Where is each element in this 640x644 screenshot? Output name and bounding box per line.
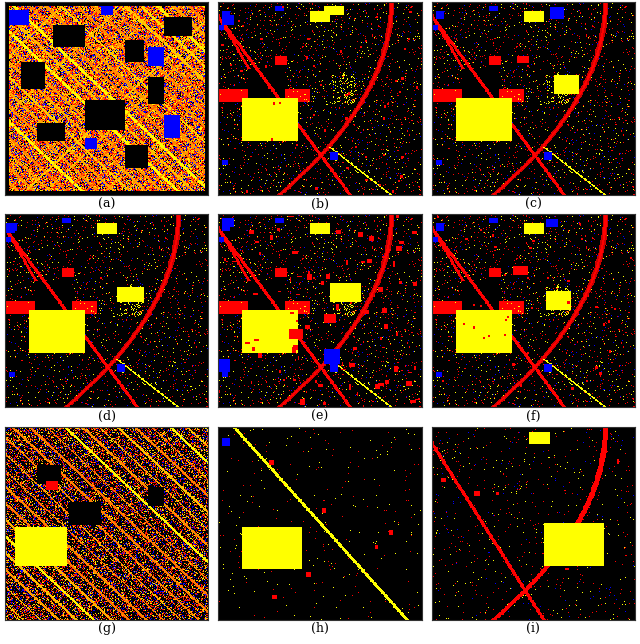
X-axis label: (b): (b) — [311, 198, 329, 211]
X-axis label: (g): (g) — [98, 622, 116, 635]
X-axis label: (d): (d) — [98, 410, 116, 423]
X-axis label: (f): (f) — [526, 410, 541, 423]
X-axis label: (h): (h) — [311, 622, 329, 635]
X-axis label: (a): (a) — [98, 198, 115, 211]
X-axis label: (c): (c) — [525, 198, 541, 211]
X-axis label: (i): (i) — [526, 622, 540, 635]
X-axis label: (e): (e) — [312, 410, 328, 423]
